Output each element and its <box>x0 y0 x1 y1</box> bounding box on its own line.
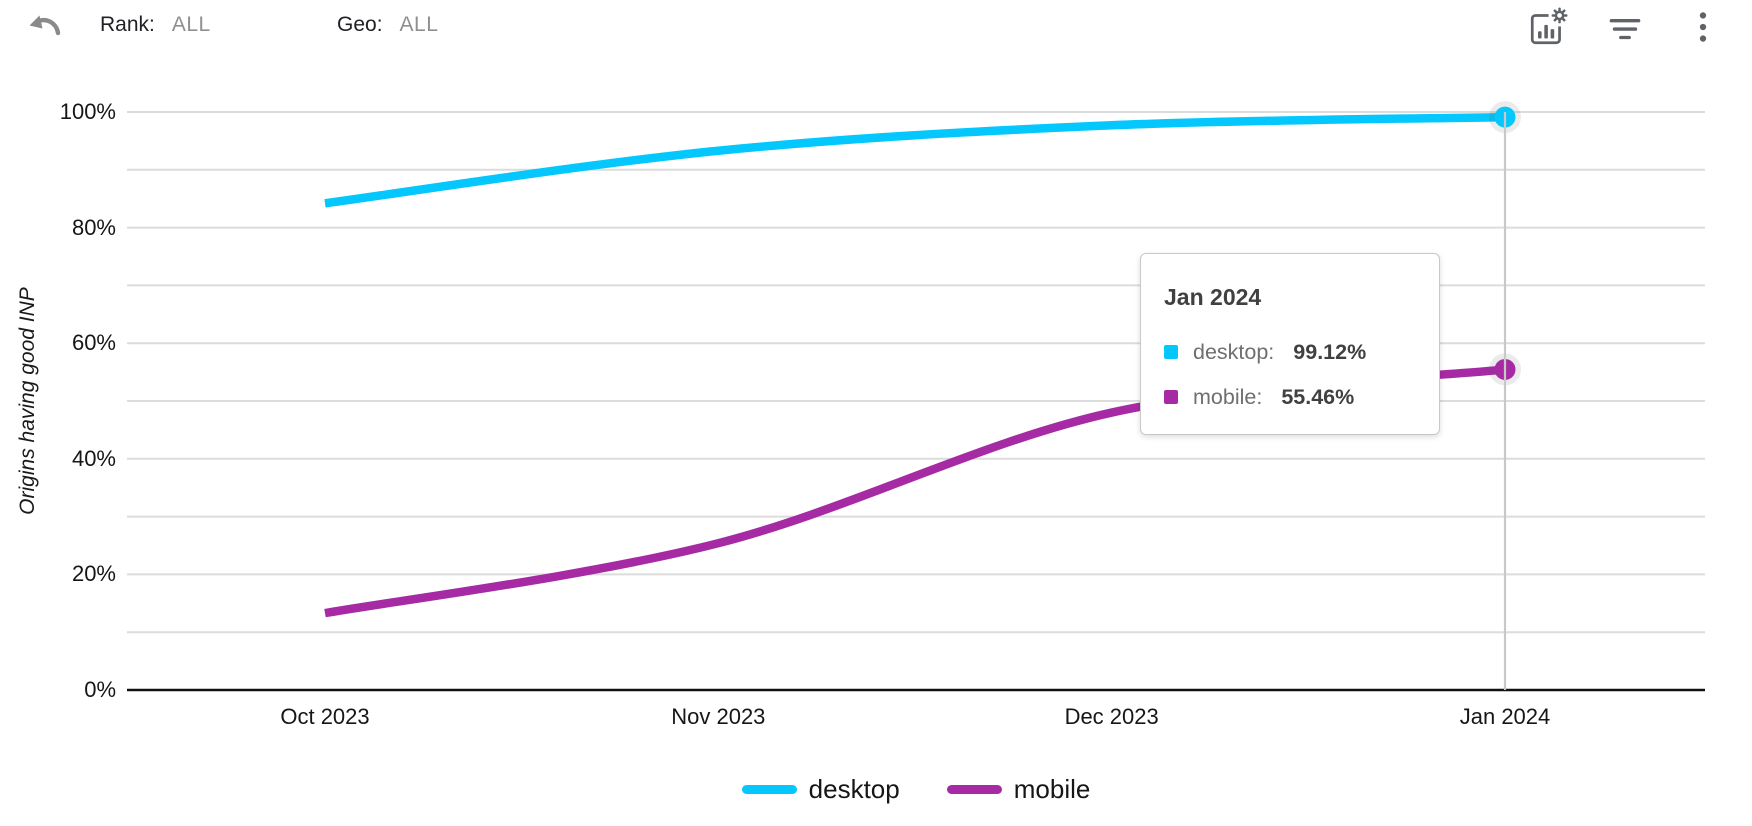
chart-settings-button[interactable] <box>1526 5 1570 49</box>
tooltip-series-swatch <box>1164 390 1178 404</box>
toolbar: Rank: ALL Geo: ALL <box>0 0 1752 52</box>
y-axis-tick-label: 60% <box>71 330 116 356</box>
legend-item-desktop[interactable]: desktop <box>741 773 900 805</box>
tooltip-row: mobile: 55.46% <box>1164 383 1415 411</box>
y-axis-tick-label: 20% <box>71 561 116 587</box>
tooltip-rows: desktop: 99.12% mobile: 55.46% <box>1164 338 1415 411</box>
tooltip-title: Jan 2024 <box>1164 284 1262 310</box>
legend-label: desktop <box>808 773 900 804</box>
geo-label: Geo: <box>337 13 383 36</box>
more-options-button[interactable] <box>1681 5 1725 49</box>
rank-filter: Rank: ALL <box>100 10 211 40</box>
undo-button[interactable] <box>20 4 70 46</box>
more-vertical-icon <box>1699 12 1707 42</box>
legend-label: mobile <box>1013 773 1091 804</box>
series-line-desktop[interactable] <box>324 112 1506 208</box>
x-axis-tick-label: Oct 2023 <box>280 704 370 729</box>
chart-settings-icon <box>1530 6 1569 45</box>
legend-item-mobile[interactable]: mobile <box>946 773 1091 805</box>
tooltip-series-label: desktop: <box>1193 339 1275 364</box>
tooltip-series-value: 55.46% <box>1281 384 1355 409</box>
geo-value-select[interactable]: ALL <box>399 13 439 36</box>
legend-swatch <box>741 784 797 794</box>
x-axis-tick-label: Dec 2023 <box>1064 704 1159 729</box>
y-axis-tick-label: 0% <box>84 677 116 702</box>
rank-label: Rank: <box>100 13 155 36</box>
rank-value-select[interactable]: ALL <box>171 13 211 36</box>
legend-swatch <box>946 784 1002 794</box>
tooltip-series-value: 99.12% <box>1293 339 1367 364</box>
x-axis-tick-label: Jan 2024 <box>1459 704 1551 729</box>
tooltip-series-swatch <box>1164 345 1178 359</box>
x-axis-tick-label: Nov 2023 <box>671 704 766 729</box>
geo-filter: Geo: ALL <box>337 10 438 40</box>
chart-legend: desktop mobile <box>127 769 1705 809</box>
filter-icon <box>1609 19 1641 40</box>
tooltip-series-label: mobile: <box>1193 384 1263 409</box>
filter-button[interactable] <box>1603 5 1647 49</box>
y-axis-tick-label: 100% <box>59 99 116 124</box>
y-axis-title: Origins having good INP <box>16 287 39 515</box>
tooltip-row: desktop: 99.12% <box>1164 338 1415 366</box>
undo-icon <box>29 15 61 36</box>
chart-tooltip: Jan 2024 desktop: 99.12% mobile: 55.46% <box>1140 253 1440 435</box>
y-axis-tick-label: 80% <box>71 214 116 240</box>
y-axis-tick-label: 40% <box>71 445 116 471</box>
